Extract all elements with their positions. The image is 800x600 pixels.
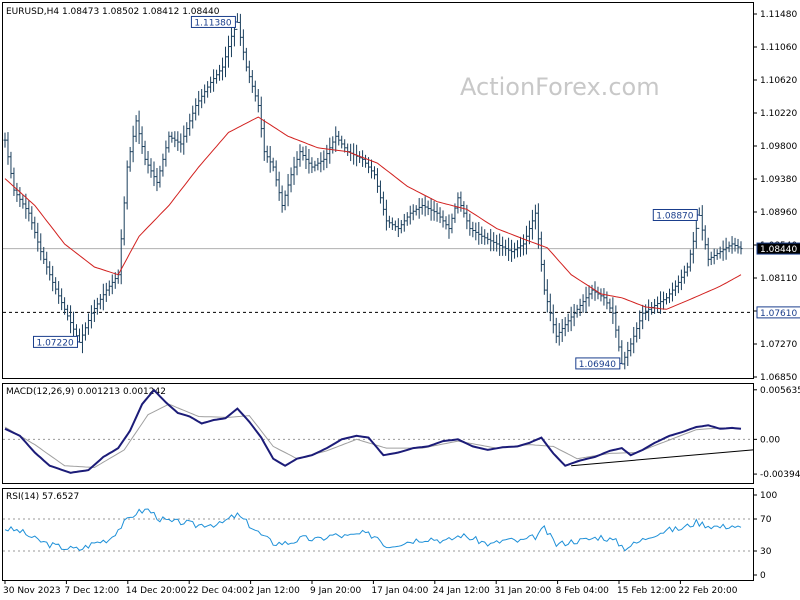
rsi-y-axis: 100 70 30 0 (753, 491, 777, 581)
sma-line (4, 116, 742, 310)
rsi-pane-frame (2, 488, 754, 581)
price-y-tick-label: 1.10220 (760, 109, 797, 119)
x-tick-label: 24 Jan 12:00 (433, 586, 490, 596)
price-y-tick-label: 1.10620 (760, 76, 797, 86)
rsi-y-tick-label: 0 (760, 571, 766, 581)
price-y-tick-label: 1.11060 (760, 43, 797, 53)
price-annotation-1.06940-text: 1.06940 (579, 360, 616, 370)
price-ohlc-bars (3, 13, 743, 370)
rsi-y-tick-label: 70 (760, 515, 772, 525)
x-tick-label: 22 Dec 04:00 (187, 586, 248, 596)
price-y-tick-label: 1.09800 (760, 142, 797, 152)
price-y-tick-label: 1.06850 (760, 373, 797, 383)
rsi-pane-header: RSI(14) 57.6527 (6, 492, 79, 502)
macd-plot (3, 388, 754, 474)
macd-line (4, 388, 742, 474)
price-moving-average (4, 116, 742, 310)
price-annotation-1.11380-text: 1.11380 (194, 18, 231, 28)
x-tick-label: 7 Dec 12:00 (64, 586, 119, 596)
price-y-tick-label: 1.08960 (760, 208, 797, 218)
price-y-tick-label: 1.11480 (760, 10, 797, 20)
rsi-y-tick-label: 30 (760, 547, 772, 557)
macd-y-tick-label: 0.00 (760, 435, 780, 445)
watermark: ActionForex.com (460, 73, 660, 101)
x-tick-label: 14 Dec 20:00 (126, 586, 187, 596)
last-price-tag-box (756, 242, 800, 255)
price-annotation-1.07220-text: 1.07220 (36, 338, 73, 348)
macd-pane-frame (2, 383, 754, 484)
rsi-plot (3, 508, 753, 552)
x-tick-label: 9 Jan 20:00 (310, 586, 362, 596)
support-level-tag-text: 1.07610 (760, 309, 797, 319)
price-reference-lines (3, 248, 753, 313)
last-price-tag-text: 1.08440 (760, 245, 797, 255)
price-y-tick-label: 1.09380 (760, 175, 797, 185)
x-tick-label: 22 Feb 20:00 (678, 586, 737, 596)
x-tick-label: 15 Feb 12:00 (617, 586, 676, 596)
macd-pane-header: MACD(12,26,9) 0.001213 0.001242 (6, 387, 166, 397)
time-x-axis: 30 Nov 2023 7 Dec 12:00 14 Dec 20:00 22 Dec… (3, 580, 738, 596)
price-y-tick-label: 1.08110 (760, 274, 797, 284)
support-level-tag-box (756, 306, 800, 319)
rsi-line (4, 508, 742, 552)
x-tick-label: 17 Jan 04:00 (371, 586, 428, 596)
macd-trendline (571, 449, 754, 467)
price-pane-frame (2, 2, 754, 379)
macd-y-tick-label: -0.003949 (760, 470, 800, 480)
price-annotations: 1.11380 1.07220 1.06940 1.08870 1.08440 1.076… (32, 15, 800, 370)
x-tick-label: 2 Jan 12:00 (249, 586, 301, 596)
x-tick-label: 30 Nov 2023 (3, 586, 61, 596)
price-annotation-1.08870-text: 1.08870 (656, 211, 693, 221)
x-tick-label: 8 Feb 04:00 (556, 586, 610, 596)
macd-y-tick-label: 0.005635 (760, 386, 800, 396)
rsi-y-tick-label: 100 (760, 491, 777, 501)
x-tick-label: 31 Jan 20:00 (494, 586, 551, 596)
price-pane-header: EURUSD,H4 1.08473 1.08502 1.08412 1.0844… (6, 7, 220, 17)
macd-y-axis: 0.005635 0.00 -0.003949 (753, 386, 800, 480)
price-y-tick-label: 1.07270 (760, 340, 797, 350)
